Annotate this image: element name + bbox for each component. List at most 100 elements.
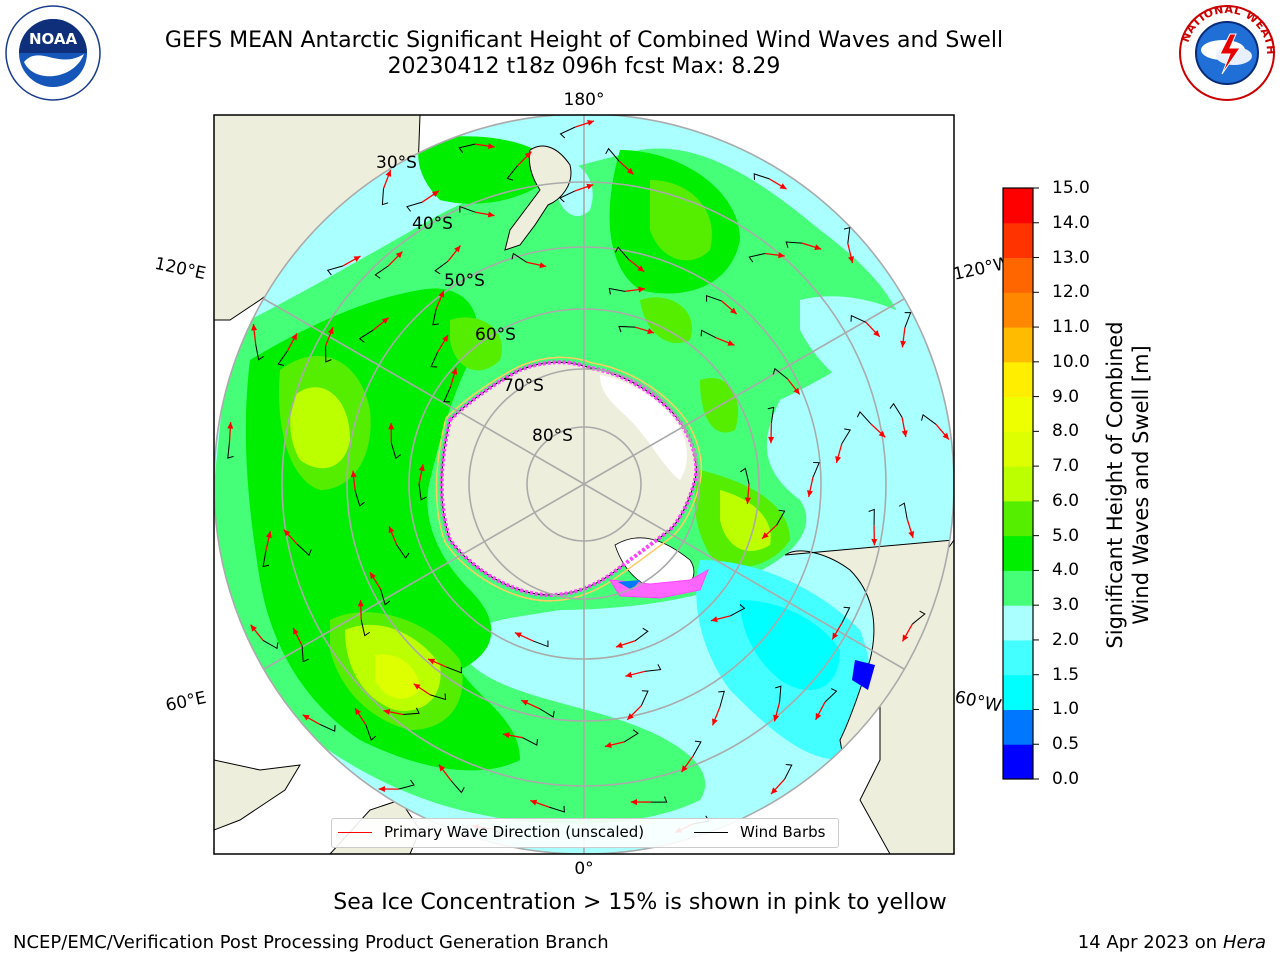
wind-barb [296, 543, 312, 557]
wind-barb [326, 265, 344, 276]
wind-barb [522, 737, 538, 746]
lat-label-50s: 50°S [444, 271, 485, 291]
wave-arrow-head [251, 324, 258, 331]
wind-barb [255, 343, 264, 361]
colorbar-frame [1002, 187, 1034, 780]
lon-label-180: 180° [564, 90, 605, 110]
lon-label-60e: 60°E [164, 688, 208, 716]
wind-barb [824, 688, 838, 703]
wave-arrow-head [350, 470, 357, 478]
wind-barb [459, 205, 476, 213]
map-legend: Primary Wave Direction (unscaled) Wind B… [331, 818, 839, 848]
wind-barb [730, 604, 746, 617]
wind-barb [380, 589, 391, 606]
wave-arrow-head [388, 526, 395, 534]
wind-barb [912, 610, 926, 625]
colorbar-tick-label: 4.0 [1052, 560, 1080, 581]
wind-barb [718, 690, 725, 707]
wind-barb [889, 402, 903, 418]
noaa-logo: NOAA [5, 5, 101, 101]
wave-arrow-head [302, 714, 310, 721]
wind-barb [432, 309, 439, 326]
wave-arrow-head [835, 455, 842, 463]
wave-arrow-head [681, 765, 688, 773]
wind-barb [634, 627, 649, 642]
wind-barb [784, 764, 793, 780]
colorbar-segment [1003, 292, 1033, 328]
wave-arrow-head [524, 151, 532, 159]
wave-arrow-head [729, 307, 737, 315]
wind-barb [360, 619, 371, 637]
wind-barb [396, 544, 410, 559]
wind-barb [365, 724, 377, 741]
wind-barb [354, 490, 365, 507]
wave-arrow-head [908, 531, 915, 538]
lon-label-0: 0° [574, 859, 593, 879]
wave-arrow-head [878, 430, 886, 438]
legend-item-wind-barbs: Wind Barbs [694, 823, 825, 841]
wind-barb [753, 173, 770, 180]
wave-arrow-head [438, 764, 446, 772]
wave-arrow-head [355, 708, 362, 716]
colorbar-segment [1003, 396, 1033, 432]
wind-barb [450, 780, 465, 794]
wind-barb [559, 126, 576, 139]
wind-barb [443, 386, 451, 403]
wind-barb [390, 442, 401, 460]
wave-arrow-head [539, 262, 547, 269]
footer-date: 14 Apr 2023 on Hera [1077, 932, 1266, 953]
colorbar-tick-label: 1.5 [1052, 664, 1080, 685]
colorbar-segment [1003, 535, 1033, 571]
wave-arrow-head [873, 330, 880, 337]
wind-barb [398, 779, 415, 790]
wave-arrow-head [428, 658, 436, 665]
wind-barb [640, 690, 649, 706]
wave-arrow-head [768, 436, 775, 444]
wind-barb [559, 190, 575, 203]
wave-arrow-head [521, 700, 529, 706]
wind-barb [430, 693, 447, 701]
wave-arrow-head [771, 787, 778, 795]
colorbar-label: Significant Height of Combined Wind Wave… [1103, 321, 1153, 649]
wind-barb [277, 350, 288, 366]
wind-barb [692, 740, 702, 757]
wave-arrow-head [744, 497, 751, 504]
wind-barb [605, 147, 620, 162]
wind-barb [614, 246, 629, 260]
wave-arrow-head [900, 340, 907, 348]
wind-barb [511, 252, 527, 263]
wind-barb [904, 312, 912, 328]
lat-label-30s: 30°S [376, 153, 417, 173]
footer-branch: NCEP/EMC/Verification Post Processing Pr… [13, 932, 609, 953]
colorbar-tick-label: 10.0 [1052, 351, 1090, 372]
lat-label-60s: 60°S [475, 325, 516, 345]
wind-barb [740, 467, 750, 485]
colorbar-tick-label: 11.0 [1052, 317, 1090, 338]
wave-arrow-head [431, 190, 439, 197]
colorbar-tick-label: 13.0 [1052, 247, 1090, 268]
colorbar-tick-label: 5.0 [1052, 525, 1080, 546]
wave-arrow-head [502, 732, 510, 739]
colorbar-segment [1003, 188, 1033, 224]
legend-item-primary-wave: Primary Wave Direction (unscaled) [338, 823, 644, 841]
wave-arrow-head [604, 742, 612, 748]
colorbar-tick-label: 3.0 [1052, 595, 1080, 616]
wind-barb [608, 287, 626, 295]
colorbar-tick-label: 6.0 [1052, 490, 1080, 511]
wave-arrow-head [793, 387, 800, 395]
wave-arrow-head [638, 286, 645, 293]
colorbar-segment [1003, 327, 1033, 363]
wind-barb [301, 645, 309, 663]
colorbar-segment [1003, 605, 1033, 641]
colorbar-segment [1003, 500, 1033, 537]
wind-barb [921, 414, 937, 425]
colorbar-segment [1003, 744, 1033, 780]
colorbar-tick-label: 12.0 [1052, 282, 1090, 303]
wind-barb [843, 226, 851, 244]
wind-barb [812, 461, 820, 478]
lat-label-40s: 40°S [412, 214, 453, 234]
wave-arrow-head [438, 290, 445, 298]
wave-arrow-head [625, 671, 633, 678]
red-line-icon [338, 831, 372, 833]
colorbar-segment [1003, 361, 1033, 398]
